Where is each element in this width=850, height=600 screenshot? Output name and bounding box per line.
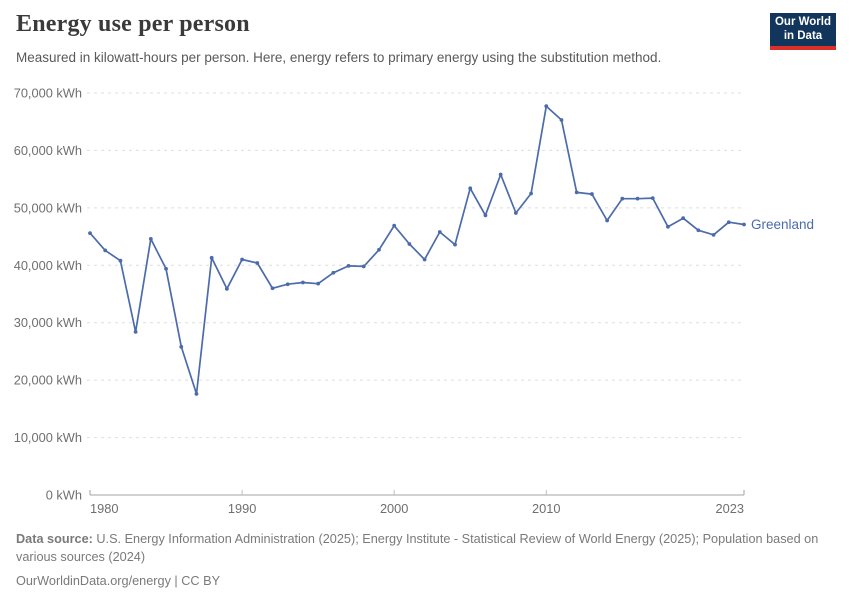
data-point-marker [346, 263, 351, 268]
x-axis-label: 2010 [532, 501, 560, 516]
y-axis-label: 70,000 kWh [14, 86, 82, 101]
y-axis-label: 50,000 kWh [14, 200, 82, 215]
data-point-marker [407, 242, 412, 246]
data-point-marker [544, 104, 549, 109]
data-point-marker [88, 231, 92, 236]
data-point-marker [666, 224, 670, 229]
data-point-marker [301, 280, 305, 285]
data-point-marker [240, 257, 244, 262]
data-point-marker [498, 172, 503, 177]
data-point-marker [316, 281, 321, 286]
data-point-marker [331, 270, 336, 275]
data-point-marker [133, 330, 138, 334]
data-point-marker [361, 264, 366, 269]
data-point-marker [164, 266, 168, 271]
series-end-label[interactable]: Greenland [751, 217, 814, 232]
x-axis-label: 2000 [380, 501, 408, 516]
data-point-marker [224, 286, 229, 291]
data-point-marker [513, 211, 518, 215]
data-point-marker [179, 344, 184, 349]
data-point-marker [118, 258, 123, 263]
data-point-marker [650, 196, 655, 200]
data-point-marker [742, 222, 746, 227]
owid-logo-line1: Our World [774, 16, 831, 28]
data-point-marker [194, 392, 199, 396]
attribution-line[interactable]: OurWorldinData.org/energy | CC BY [16, 574, 221, 589]
data-point-marker [377, 247, 381, 252]
data-point-marker [681, 216, 686, 221]
data-point-marker [574, 190, 579, 195]
data-point-marker [285, 282, 290, 287]
chart-subtitle: Measured in kilowatt-hours per person. H… [16, 50, 662, 65]
data-point-marker [483, 213, 488, 218]
y-axis-label: 60,000 kWh [14, 143, 82, 158]
y-axis-label: 30,000 kWh [14, 315, 82, 330]
data-point-marker [453, 242, 457, 247]
y-axis-label: 0 kWh [46, 488, 82, 503]
x-axis-label: 2023 [716, 501, 744, 516]
data-point-marker [620, 196, 625, 201]
x-axis-label: 1990 [228, 501, 256, 516]
data-point-marker [635, 196, 640, 201]
data-point-marker [422, 257, 427, 262]
data-point-marker [696, 228, 701, 233]
data-point-marker [437, 230, 442, 234]
data-point-marker [270, 286, 275, 291]
data-point-marker [559, 118, 564, 122]
data-point-marker [103, 248, 108, 253]
owid-logo: Our World in Data [770, 13, 836, 50]
owid-logo-line2: in Data [783, 29, 823, 42]
data-source-text: U.S. Energy Information Administration (… [16, 532, 819, 565]
chart-footer: Data source: U.S. Energy Information Adm… [16, 530, 830, 590]
data-point-marker [392, 223, 397, 228]
data-point-marker [605, 218, 610, 223]
page-title: Energy use per person [16, 11, 250, 37]
x-axis-label: 1980 [90, 501, 118, 516]
data-source-label: Data source: [16, 532, 93, 546]
data-point-marker [590, 192, 594, 196]
series-line [89, 105, 745, 395]
data-source-line: Data source: U.S. Energy Information Adm… [16, 530, 830, 566]
data-point-marker [468, 186, 473, 191]
data-point-marker [529, 191, 533, 196]
data-point-marker [209, 255, 214, 260]
data-point-marker [255, 261, 260, 265]
y-axis-label: 10,000 kWh [14, 430, 82, 445]
y-axis-label: 20,000 kWh [14, 373, 82, 388]
data-point-marker [711, 232, 716, 237]
y-axis-label: 40,000 kWh [14, 258, 82, 273]
data-point-marker [148, 236, 153, 241]
data-point-marker [726, 220, 731, 225]
